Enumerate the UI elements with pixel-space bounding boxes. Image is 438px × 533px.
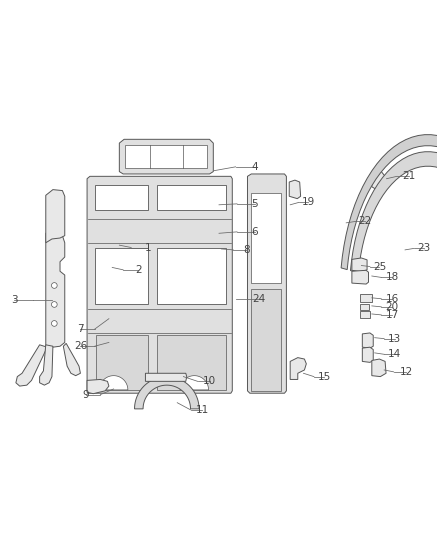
Polygon shape <box>39 345 53 385</box>
Polygon shape <box>352 258 367 272</box>
Polygon shape <box>350 152 438 273</box>
Text: 15: 15 <box>318 372 331 382</box>
Polygon shape <box>95 335 148 390</box>
Text: 11: 11 <box>196 405 209 415</box>
Polygon shape <box>352 270 368 284</box>
Polygon shape <box>362 347 373 362</box>
Polygon shape <box>105 240 118 252</box>
Polygon shape <box>16 345 47 386</box>
Text: 25: 25 <box>373 262 386 271</box>
Text: 7: 7 <box>77 324 84 334</box>
Text: 22: 22 <box>359 216 372 227</box>
Polygon shape <box>180 376 208 390</box>
Polygon shape <box>87 176 232 393</box>
Polygon shape <box>46 230 65 347</box>
Text: 6: 6 <box>251 227 258 237</box>
Polygon shape <box>87 379 109 394</box>
Polygon shape <box>104 263 117 275</box>
Polygon shape <box>119 139 213 174</box>
Text: 3: 3 <box>11 295 17 305</box>
Polygon shape <box>372 172 385 190</box>
Text: 16: 16 <box>385 294 399 304</box>
Bar <box>360 304 369 310</box>
Polygon shape <box>290 358 306 379</box>
Polygon shape <box>125 146 207 168</box>
Polygon shape <box>99 376 128 390</box>
Text: 21: 21 <box>402 171 416 181</box>
Text: 1: 1 <box>145 243 151 253</box>
Text: 12: 12 <box>400 367 413 377</box>
Polygon shape <box>95 185 148 211</box>
Polygon shape <box>251 289 281 391</box>
Polygon shape <box>362 333 373 348</box>
Text: 23: 23 <box>417 244 431 254</box>
Polygon shape <box>157 185 226 211</box>
Bar <box>360 311 370 318</box>
Polygon shape <box>247 174 286 393</box>
Bar <box>360 294 372 302</box>
Polygon shape <box>46 190 65 243</box>
Polygon shape <box>157 248 226 304</box>
Text: 19: 19 <box>302 197 315 207</box>
Polygon shape <box>289 180 300 199</box>
Text: 26: 26 <box>74 341 87 351</box>
Text: 13: 13 <box>388 334 401 344</box>
Polygon shape <box>95 248 148 304</box>
Text: 18: 18 <box>385 272 399 282</box>
Text: 5: 5 <box>251 199 258 209</box>
Text: 24: 24 <box>253 294 266 304</box>
Text: 20: 20 <box>385 302 399 312</box>
Text: 17: 17 <box>385 310 399 320</box>
Polygon shape <box>134 377 199 409</box>
Circle shape <box>52 282 57 288</box>
Text: 8: 8 <box>243 245 250 255</box>
Text: 10: 10 <box>203 376 216 386</box>
Polygon shape <box>251 193 281 283</box>
Polygon shape <box>372 359 386 377</box>
Circle shape <box>52 321 57 326</box>
Text: 9: 9 <box>83 390 89 400</box>
Polygon shape <box>341 135 438 270</box>
Text: 2: 2 <box>135 265 141 275</box>
Polygon shape <box>64 343 81 376</box>
Text: 4: 4 <box>251 162 258 172</box>
Circle shape <box>52 302 57 308</box>
Polygon shape <box>157 335 226 390</box>
Polygon shape <box>145 373 187 381</box>
Text: 14: 14 <box>388 349 401 359</box>
